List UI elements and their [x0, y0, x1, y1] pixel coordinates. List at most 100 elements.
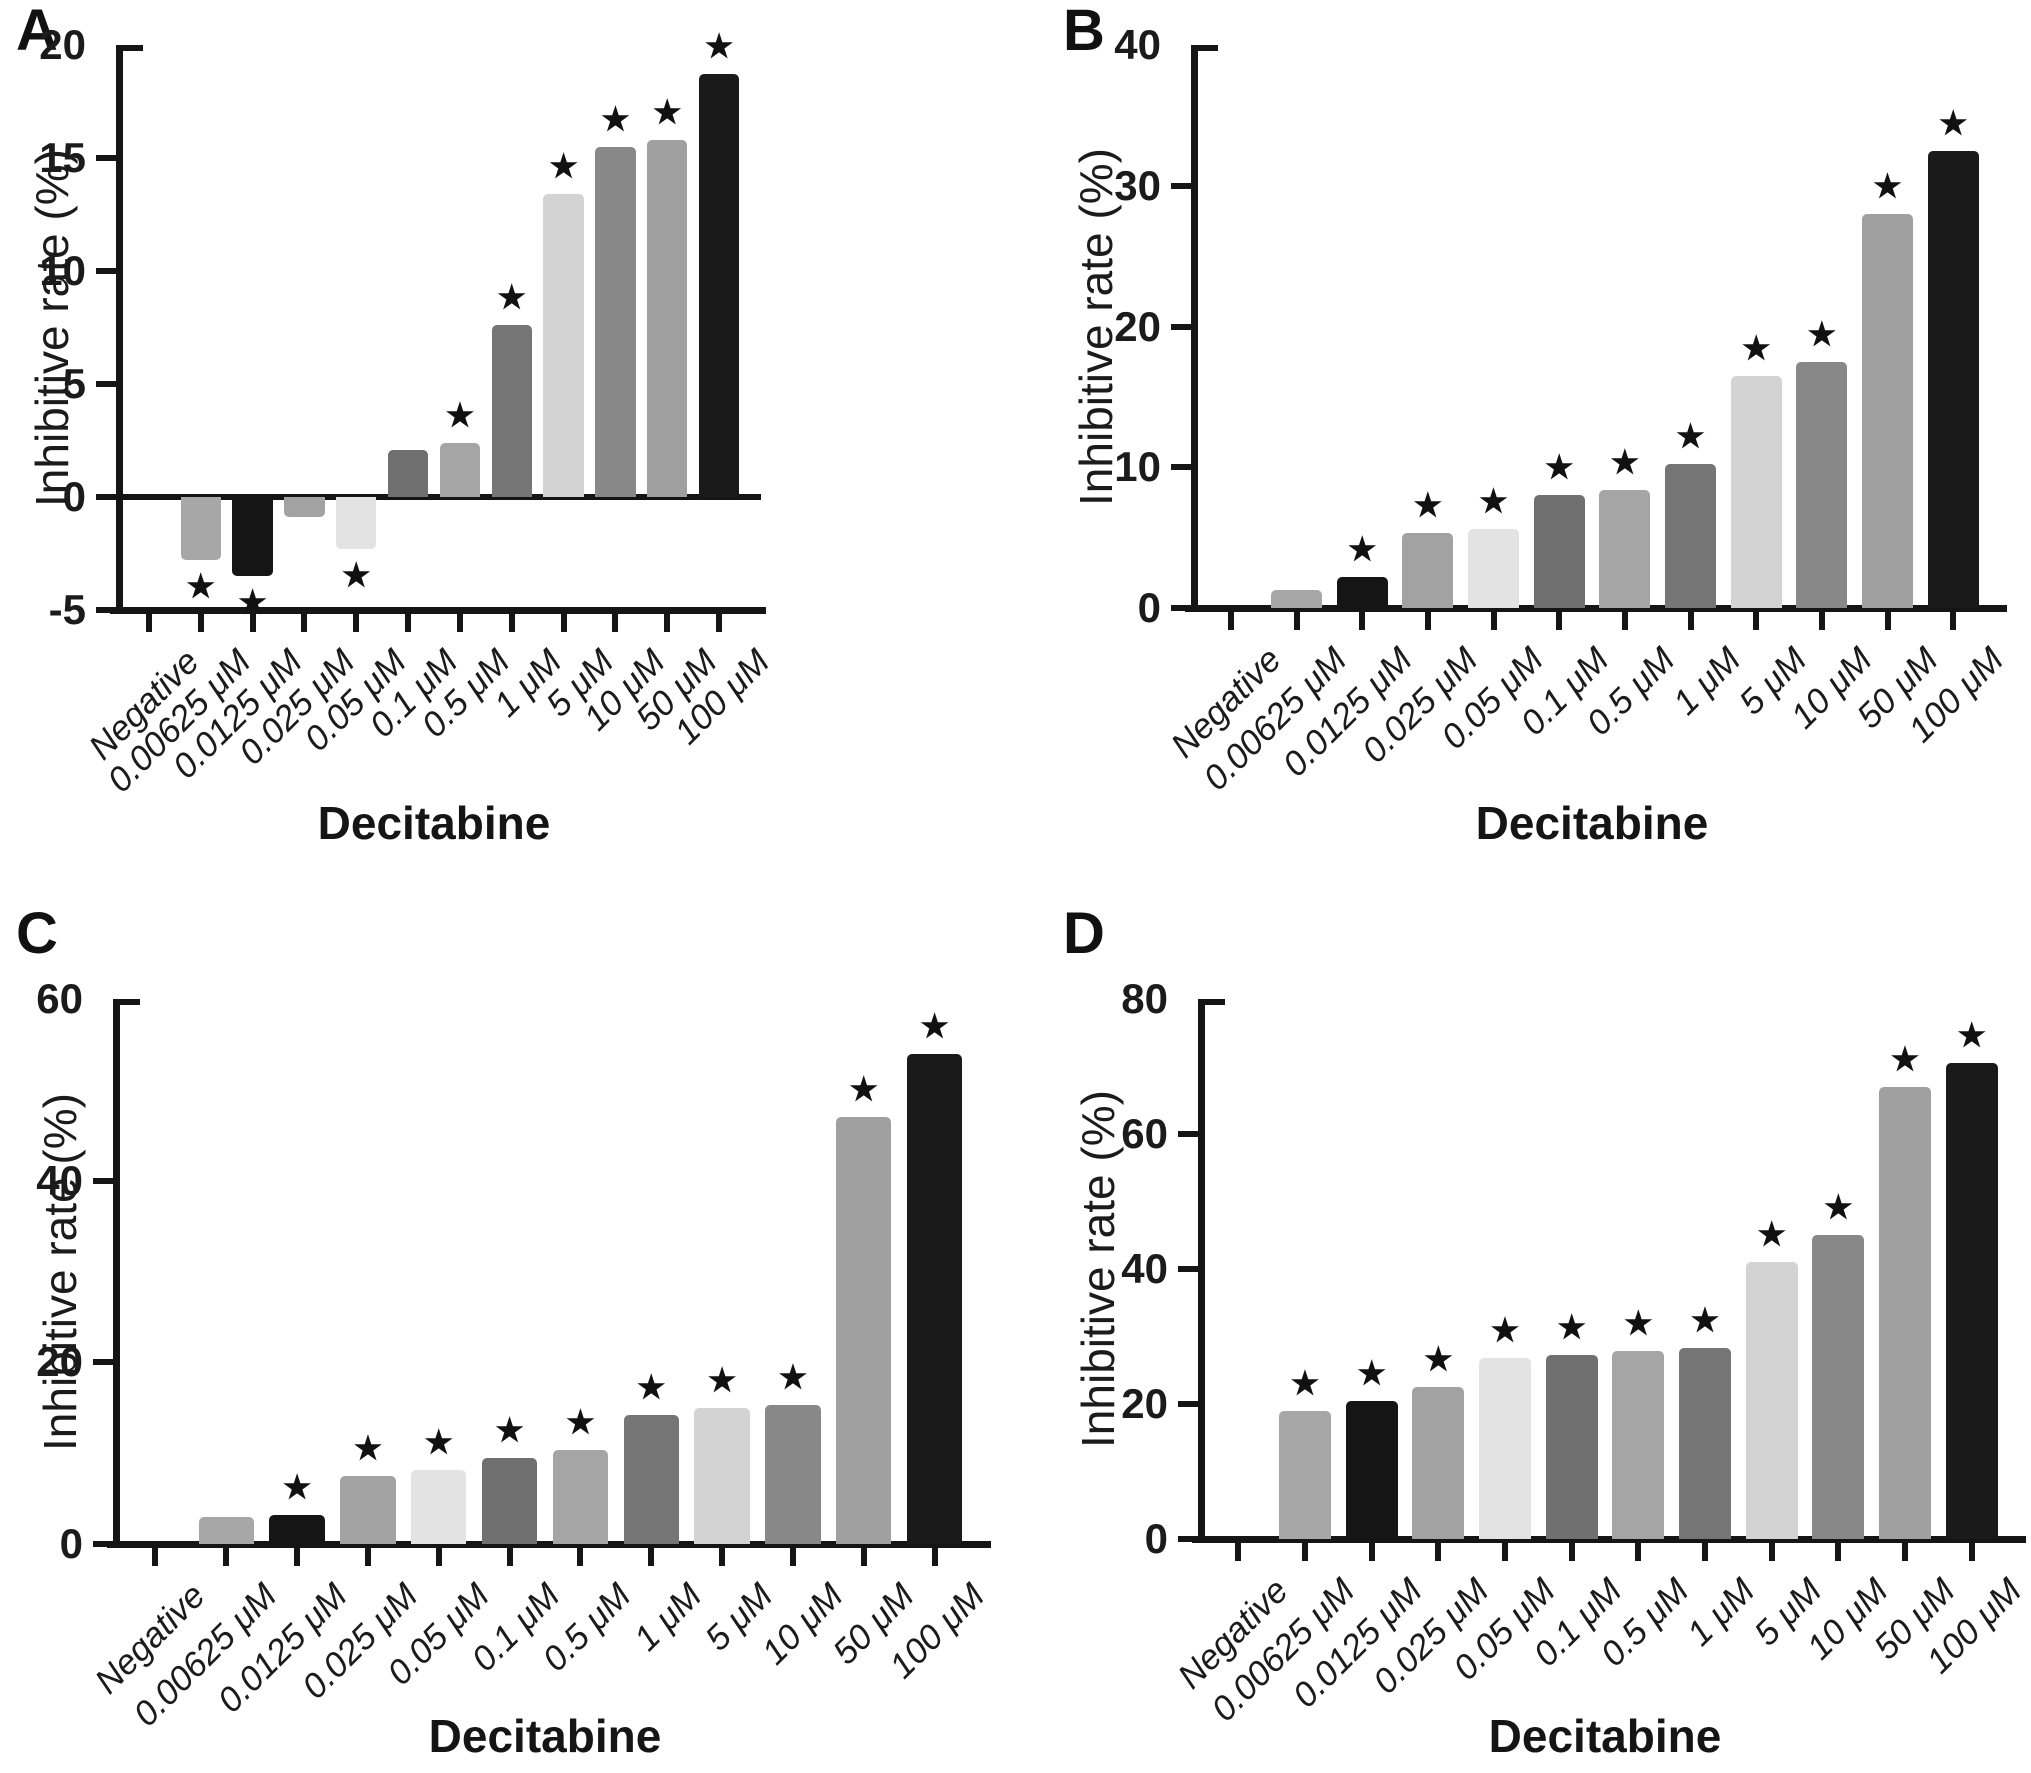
x-tick — [648, 1548, 655, 1566]
significance-star: ★ — [707, 1361, 737, 1398]
x-axis-line — [1192, 1536, 2026, 1543]
plot-area: 0 20 40 60 Negative 0.00625 μM ★ 0.0125 μM ★ 0.02… — [0, 887, 1015, 1773]
bar — [1730, 375, 1782, 608]
y-tick-label: 40 — [36, 1156, 83, 1204]
bar — [694, 1407, 750, 1544]
y-axis-top-tick — [123, 45, 143, 51]
x-tick — [1502, 1543, 1508, 1561]
panel-a: A Inhibitive rate (%) -5 0 5 10 15 20 Negative… — [0, 0, 1015, 886]
y-tick — [96, 494, 116, 500]
y-tick-label: 20 — [39, 21, 86, 68]
x-axis-line — [1185, 605, 2007, 612]
x-tick — [353, 614, 360, 632]
bar — [1545, 1355, 1598, 1539]
panel-a-label: A — [16, 0, 58, 63]
panel-c: C Inhibitive rate (%) 0 20 40 60 Negative 0.0… — [0, 887, 1015, 1773]
y-tick-label: 60 — [36, 975, 83, 1022]
significance-star: ★ — [445, 396, 475, 433]
bar — [1861, 213, 1914, 608]
bar — [387, 449, 429, 497]
significance-star: ★ — [636, 1369, 666, 1406]
significance-star: ★ — [282, 1468, 312, 1505]
bar — [1345, 1400, 1398, 1539]
y-tick-label: 80 — [1121, 975, 1168, 1022]
bar — [1533, 495, 1585, 608]
y-tick-label: 5 — [62, 360, 86, 407]
significance-star: ★ — [1490, 1312, 1520, 1349]
bar — [1927, 150, 1979, 608]
y-tick-label: 30 — [1114, 161, 1161, 209]
panel-d: D Inhibitive rate (%) 0 20 40 60 80 Negative ★… — [1016, 887, 2031, 1773]
panel-b-label: B — [1063, 0, 1105, 63]
y-tick-label: 20 — [1114, 302, 1161, 350]
x-tick — [931, 1548, 938, 1566]
bar — [1599, 489, 1651, 608]
y-tick-label: 0 — [59, 1520, 83, 1567]
x-tick — [664, 614, 671, 632]
y-axis-line — [1198, 999, 1205, 1543]
significance-star: ★ — [1623, 1305, 1653, 1342]
y-tick — [1178, 1131, 1198, 1137]
bar — [1412, 1387, 1465, 1539]
significance-star: ★ — [1413, 487, 1443, 524]
x-tick — [1835, 1543, 1842, 1561]
y-axis-line — [113, 999, 120, 1548]
bar — [543, 194, 584, 497]
x-tick — [197, 614, 204, 632]
x-tick-label: 1 μM — [626, 1576, 709, 1659]
significance-star: ★ — [1757, 1216, 1786, 1253]
bar — [180, 497, 221, 561]
x-tick — [1635, 1543, 1642, 1561]
significance-star: ★ — [1479, 483, 1508, 520]
y-tick — [1171, 605, 1191, 611]
significance-star: ★ — [186, 568, 216, 605]
bar — [198, 1516, 254, 1544]
y-tick — [93, 1359, 113, 1366]
x-tick — [1556, 612, 1563, 630]
significance-star: ★ — [1957, 1017, 1986, 1054]
x-tick — [1884, 612, 1891, 630]
y-tick-label: 0 — [1137, 584, 1161, 631]
x-tick-label: 1 μM — [1680, 1571, 1763, 1654]
panel-c-label: C — [16, 901, 58, 966]
y-tick — [1171, 464, 1191, 471]
x-tick — [1621, 612, 1628, 630]
x-tick — [1950, 612, 1957, 630]
x-axis-title: Decitabine — [317, 797, 551, 849]
y-tick — [96, 381, 116, 387]
x-tick — [1302, 1543, 1308, 1561]
significance-star: ★ — [424, 1423, 454, 1460]
plot-area: 0 10 20 30 40 Negative 0.00625 μM ★ 0.0125 μM ★ 0.… — [1016, 0, 2031, 886]
x-tick — [1227, 612, 1234, 630]
x-tick — [152, 1548, 159, 1566]
x-tick — [1490, 612, 1497, 630]
x-tick — [145, 614, 152, 632]
significance-star: ★ — [497, 279, 527, 316]
y-tick-label: 40 — [1114, 21, 1161, 68]
x-tick — [1753, 612, 1760, 630]
x-tick — [249, 614, 256, 632]
x-axis-title: Decitabine — [1488, 1710, 1722, 1762]
x-tick — [301, 614, 308, 632]
x-tick — [1702, 1543, 1708, 1561]
bar — [336, 497, 377, 549]
x-tick — [1435, 1543, 1442, 1561]
plot-area: 0 20 40 60 80 Negative ★ 0.00625 μM ★ 0.0125 μM ★ 0… — [1016, 887, 2031, 1773]
x-tick — [577, 1548, 584, 1566]
bar — [906, 1053, 963, 1544]
significance-star: ★ — [1423, 1341, 1453, 1378]
bar — [623, 1415, 679, 1544]
bar — [1270, 589, 1323, 608]
y-tick — [93, 1541, 113, 1547]
panel-d-label: D — [1063, 901, 1105, 966]
bar — [1336, 577, 1388, 608]
significance-star: ★ — [778, 1359, 808, 1396]
y-tick — [1178, 1401, 1198, 1407]
x-tick — [405, 614, 412, 632]
bar — [269, 1514, 325, 1544]
x-tick — [560, 614, 567, 632]
x-tick-label: 1 μM — [1665, 640, 1749, 723]
y-tick — [96, 607, 116, 613]
significance-star: ★ — [495, 1411, 524, 1448]
